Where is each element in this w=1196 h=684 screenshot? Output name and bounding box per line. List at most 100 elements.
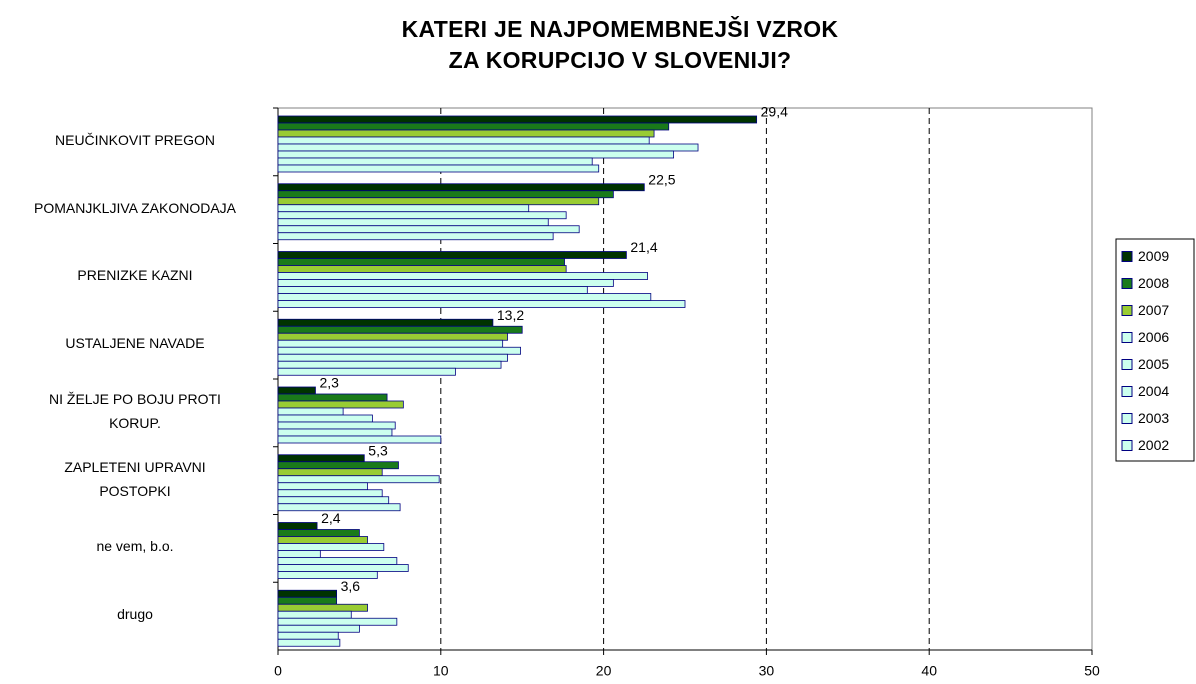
y-tick-label: NEUČINKOVIT PREGON [55, 131, 215, 148]
bar [277, 468, 383, 477]
legend-label: 2008 [1138, 275, 1169, 291]
legend [1115, 238, 1195, 462]
data-label: 13,2 [497, 307, 524, 323]
bar [277, 225, 580, 234]
legend-swatch [1121, 305, 1133, 316]
bar [277, 143, 699, 152]
bar [277, 589, 338, 598]
bar [277, 346, 521, 355]
data-label: 29,4 [761, 104, 788, 120]
bar [277, 407, 344, 416]
x-tick-label: 10 [433, 663, 449, 679]
bar [277, 503, 401, 512]
bar [277, 258, 565, 266]
bar [277, 183, 645, 192]
bar [277, 197, 600, 206]
bar [277, 211, 567, 220]
bar [277, 496, 390, 505]
legend-label: 2007 [1138, 302, 1169, 318]
legend-label: 2009 [1138, 248, 1169, 264]
bar [277, 638, 341, 647]
bar [277, 564, 409, 572]
legend-swatch [1121, 332, 1133, 343]
bar [277, 157, 593, 166]
legend-swatch [1121, 278, 1133, 289]
bar [277, 393, 388, 402]
bar [277, 164, 600, 173]
legend-label: 2004 [1138, 383, 1169, 399]
y-tick-label: PRENIZKE KAZNI [77, 267, 193, 284]
x-tick-label: 0 [274, 663, 282, 679]
bar [277, 400, 404, 409]
bar [277, 428, 393, 437]
bar [277, 325, 523, 334]
bar [277, 318, 494, 327]
x-tick-label: 50 [1084, 663, 1100, 679]
data-label: 2,4 [321, 510, 341, 526]
bar [277, 279, 614, 287]
y-tick-label: ne vem, b.o. [96, 538, 174, 555]
bar [277, 293, 652, 301]
bar [277, 624, 360, 633]
data-label: 5,3 [368, 442, 388, 458]
legend-swatch [1121, 413, 1133, 424]
bar [277, 454, 365, 463]
y-tick-label: ZAPLETENI UPRAVNI POSTOPKI [64, 458, 206, 499]
data-label: 2,3 [319, 375, 339, 391]
bar [277, 522, 318, 530]
bar [277, 596, 338, 605]
bar [277, 482, 368, 491]
bar [277, 129, 655, 138]
bar [277, 571, 378, 579]
bar [277, 190, 614, 199]
data-label: 3,6 [341, 578, 361, 594]
legend-swatch [1121, 251, 1133, 262]
bar [277, 367, 456, 376]
bar [277, 421, 396, 430]
legend-swatch [1121, 440, 1133, 451]
bar [277, 475, 440, 484]
bar [277, 339, 504, 348]
bar [277, 489, 383, 498]
bar [277, 218, 549, 227]
bar [277, 603, 368, 612]
y-tick-label: POMANJKLJIVA ZAKONODAJA [33, 199, 236, 216]
bar [277, 272, 648, 280]
bar [277, 251, 627, 259]
y-tick-label: drugo [117, 606, 153, 623]
chart-title: KATERI JE NAJPOMEMBNEJŠI VZROK ZA KORUPC… [401, 16, 839, 73]
bar [277, 286, 588, 294]
bar [277, 557, 398, 565]
legend-swatch [1121, 386, 1133, 397]
bar [277, 300, 686, 308]
bar [277, 617, 398, 626]
y-tick-label: USTALJENE NAVADE [65, 335, 205, 352]
data-label: 22,5 [648, 171, 675, 187]
bar [277, 536, 368, 544]
bar [277, 461, 399, 470]
bar [277, 543, 385, 551]
data-label: 21,4 [630, 239, 657, 255]
legend-label: 2006 [1138, 329, 1169, 345]
bar [277, 232, 554, 241]
legend-label: 2003 [1138, 410, 1169, 426]
x-tick-label: 30 [759, 663, 775, 679]
x-tick-label: 20 [596, 663, 612, 679]
bar [277, 414, 373, 423]
bar [277, 332, 508, 341]
bar [277, 550, 321, 558]
y-tick-label: NI ŽELJE PO BOJU PROTI KORUP. [49, 390, 221, 431]
bar [277, 631, 339, 640]
legend-label: 2002 [1138, 437, 1169, 453]
bar [277, 265, 567, 273]
bar [277, 122, 670, 131]
bar [277, 386, 316, 395]
bar [277, 529, 360, 537]
bar [277, 353, 508, 362]
bar [277, 150, 675, 159]
legend-swatch [1121, 359, 1133, 370]
bar [277, 610, 352, 619]
bar [277, 115, 758, 124]
